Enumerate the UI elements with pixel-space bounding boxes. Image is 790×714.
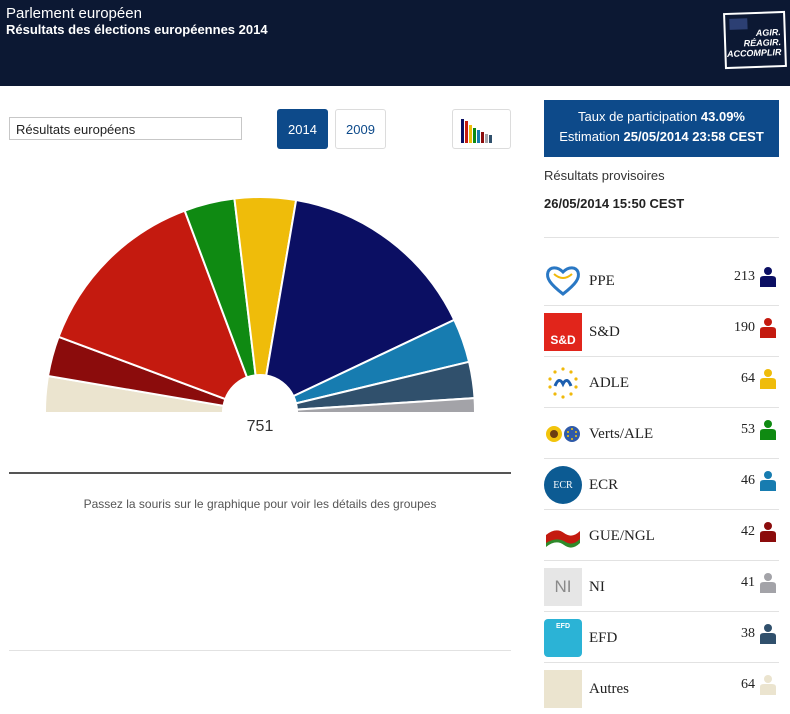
sd-logo-icon: S&D [544,313,582,351]
efd-logo-icon: EFD [544,619,582,657]
party-seats: 64 [741,371,755,386]
divider [9,472,511,474]
party-seats: 38 [741,626,755,641]
party-name: NI [589,579,605,595]
party-row-sd[interactable]: S&D S&D 190 [544,306,779,357]
person-icon [760,522,776,542]
person-icon [760,318,776,338]
party-name: ADLE [589,375,629,391]
total-seats: 751 [246,418,274,435]
party-list: PPE 213 S&D S&D 190 ADLE 64 V [544,255,779,714]
hemicycle-baseline-mask [40,412,480,415]
party-seats: 190 [734,320,755,335]
hemicycle-segment-s-d[interactable] [57,209,249,401]
page-header: Parlement européen Résultats des électio… [0,0,790,86]
party-name: ECR [589,477,619,493]
results-scope-select[interactable]: Résultats européens [9,117,242,140]
org-name: Parlement européen [6,5,142,22]
gue-ngl-flag-logo-icon [546,530,580,548]
slogan-badge[interactable]: AGIR. RÉAGIR. ACCOMPLIR [723,10,787,70]
party-seats: 213 [734,269,755,284]
person-icon [760,369,776,389]
slogan-text: AGIR. RÉAGIR. ACCOMPLIR [726,27,782,59]
party-name: S&D [589,324,620,340]
year-button-2009[interactable]: 2009 [335,109,386,149]
party-row-gue-ngl[interactable]: GUE/NGL 42 [544,510,779,561]
party-name: Verts/ALE [589,426,654,442]
party-seats: 41 [741,575,755,590]
party-name: PPE [589,273,615,289]
party-row-autres[interactable]: Autres 64 [544,663,779,714]
ecr-logo-icon: ECR [544,466,582,504]
autres-logo-icon [544,670,582,708]
seat-hemicycle-chart[interactable] [40,190,480,415]
adle-stars-logo-icon [548,367,578,399]
party-name: EFD [589,630,618,646]
party-name: Autres [589,681,629,697]
ni-logo-icon: NI [544,568,582,606]
turnout-value: 43.09% [700,109,745,124]
person-icon [760,624,776,644]
party-seats: 42 [741,524,755,539]
person-icon [760,573,776,593]
hemicycle-segment-ppe[interactable] [265,198,456,398]
divider [544,237,779,238]
turnout-label: Taux de participation [578,109,698,124]
party-row-verts-ale[interactable]: Verts/ALE 53 [544,408,779,459]
hemicycle-segment-ni[interactable] [295,397,476,415]
ppe-heart-logo-icon [546,266,580,296]
bar-chart-toggle-button[interactable] [452,109,511,149]
hover-hint: Passez la souris sur le graphique pour v… [83,497,437,511]
person-icon [760,471,776,491]
page-title: Résultats des élections européennes 2014 [6,22,268,37]
verts-ale-logo-icon [546,426,580,442]
provisional-label: Résultats provisoires [544,168,665,183]
provisional-date: 26/05/2014 15:50 CEST [544,196,685,211]
party-row-efd[interactable]: EFD EFD 38 [544,612,779,663]
party-row-adle[interactable]: ADLE 64 [544,357,779,408]
person-icon [760,675,776,695]
person-icon [760,420,776,440]
bar-chart-icon [461,119,492,143]
person-icon [760,267,776,287]
estimate-value: 25/05/2014 23:58 CEST [623,129,764,144]
party-row-ecr[interactable]: ECR ECR 46 [544,459,779,510]
estimate-label: Estimation [559,129,620,144]
year-button-2014[interactable]: 2014 [277,109,328,149]
party-seats: 53 [741,422,755,437]
party-row-ni[interactable]: NI NI 41 [544,561,779,612]
party-seats: 46 [741,473,755,488]
party-name: GUE/NGL [589,528,655,544]
turnout-panel: Taux de participation 43.09% Estimation … [544,100,779,157]
party-seats: 64 [741,677,755,692]
divider [9,650,511,651]
party-row-ppe[interactable]: PPE 213 [544,255,779,306]
